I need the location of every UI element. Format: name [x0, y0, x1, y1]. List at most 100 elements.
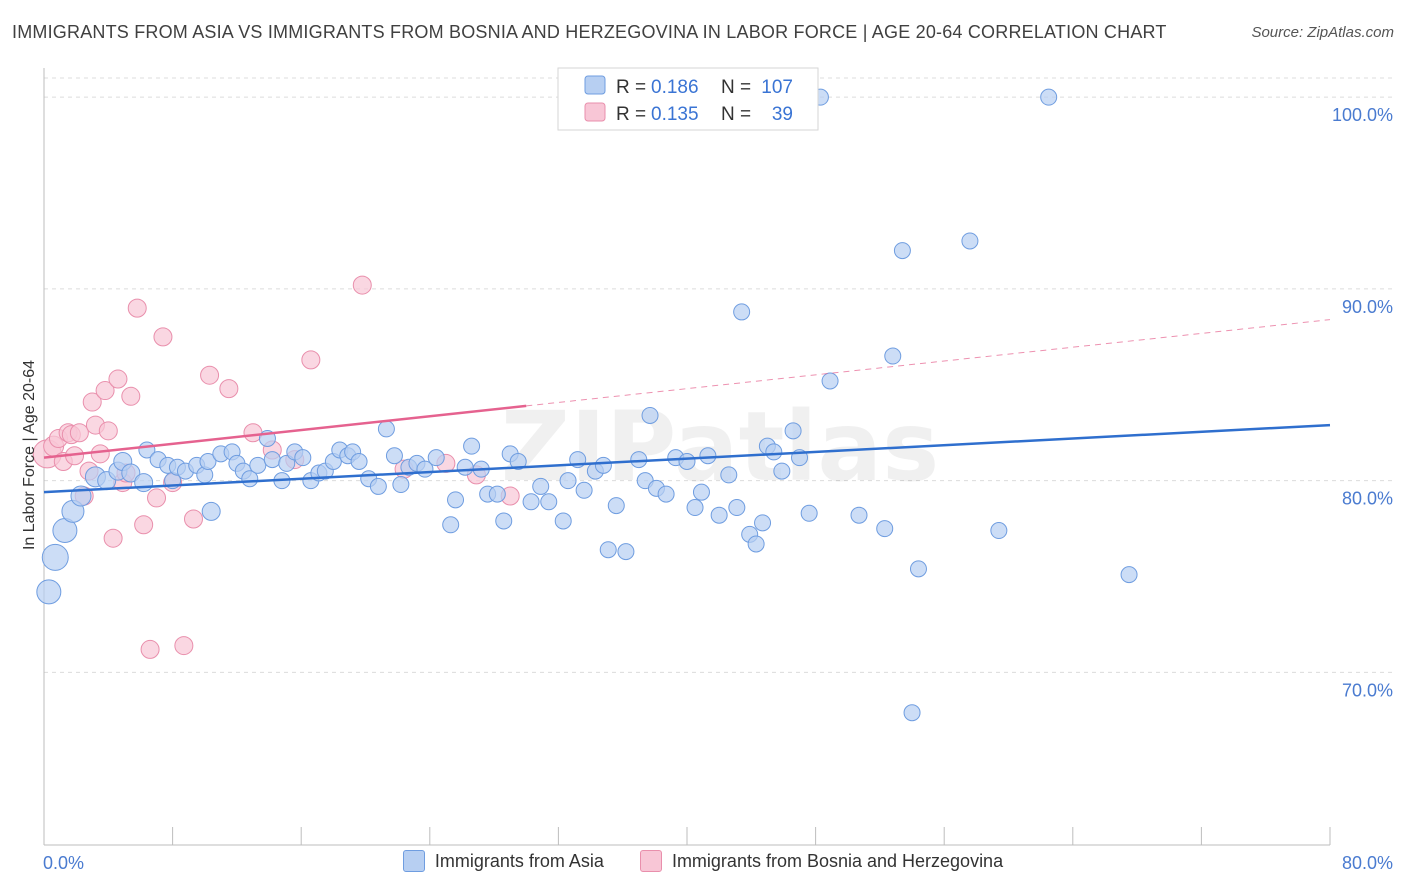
asia-point — [961, 232, 979, 250]
asia-point — [630, 451, 648, 469]
asia-point — [392, 476, 410, 494]
bosnia-point — [121, 386, 141, 406]
asia-point — [733, 303, 751, 321]
bosnia-point — [200, 365, 220, 385]
n-value-bosnia: 39 — [772, 104, 793, 125]
x-tick-min: 0.0% — [43, 853, 84, 873]
asia-point — [134, 473, 154, 493]
bosnia-point — [108, 369, 128, 389]
asia-point — [784, 422, 802, 440]
bosnia-point — [183, 509, 203, 529]
asia-point — [294, 449, 312, 467]
n-value-asia: 107 — [761, 77, 793, 98]
bosnia-point — [103, 528, 123, 548]
asia-point — [350, 453, 368, 470]
bosnia-point — [127, 298, 147, 318]
asia-point — [447, 491, 465, 509]
asia-point — [278, 454, 296, 472]
asia-point — [893, 242, 911, 260]
asia-point — [909, 560, 927, 578]
gridlines — [44, 77, 1392, 673]
bosnia-point — [147, 488, 167, 508]
bosnia-point — [90, 444, 110, 464]
bosnia-point — [352, 275, 372, 295]
asia-point — [463, 437, 481, 455]
legend-item-bosnia[interactable]: Immigrants from Bosnia and Herzegovina — [639, 850, 1004, 872]
bosnia-point — [301, 350, 321, 370]
legend-label-asia: Immigrants from Asia — [434, 850, 604, 871]
asia-point — [369, 477, 387, 495]
asia-point — [199, 453, 217, 470]
bosnia-point — [219, 379, 239, 399]
stats-legend-swatch-asia — [584, 75, 606, 95]
trendline-asia — [43, 423, 1331, 494]
y-axis-label: In Labor Force | Age 20-64 — [21, 360, 38, 550]
asia-point — [532, 477, 550, 495]
asia-point — [575, 481, 593, 499]
asia-point — [509, 453, 527, 470]
y-tick-labels: 70.0% 80.0% 90.0% 100.0% — [1332, 105, 1393, 700]
stats-legend-swatch-bosnia — [584, 102, 606, 122]
asia-point — [427, 449, 445, 467]
asia-point — [692, 483, 710, 501]
legend-label-bosnia: Immigrants from Bosnia and Herzegovina — [671, 850, 1004, 871]
asia-point — [594, 456, 612, 474]
y-tick-label: 80.0% — [1342, 489, 1393, 509]
asia-point — [876, 520, 894, 538]
x-tick-max: 80.0% — [1342, 853, 1393, 873]
n-label-asia: N = — [721, 77, 751, 98]
series-asia-points — [36, 88, 1138, 722]
asia-point — [442, 516, 460, 534]
chart-title: IMMIGRANTS FROM ASIA VS IMMIGRANTS FROM … — [12, 22, 1167, 42]
asia-point — [121, 463, 141, 483]
asia-point — [699, 447, 717, 465]
y-tick-label: 100.0% — [1332, 105, 1393, 125]
bosnia-point — [134, 515, 154, 535]
asia-point — [686, 499, 704, 517]
asia-point — [249, 456, 267, 474]
source-credit: Source: ZipAtlas.com — [1251, 24, 1394, 41]
asia-point — [903, 704, 921, 722]
asia-point — [710, 506, 728, 524]
asia-point — [641, 406, 659, 424]
asia-point — [554, 512, 572, 530]
r-label-bosnia: R = — [616, 104, 646, 125]
y-tick-label: 90.0% — [1342, 297, 1393, 317]
bosnia-point — [95, 381, 115, 401]
asia-point — [495, 512, 513, 530]
legend-swatch-bosnia — [639, 850, 662, 872]
r-label-asia: R = — [616, 77, 646, 98]
asia-point — [617, 543, 635, 561]
asia-point — [990, 522, 1008, 540]
asia-point — [599, 541, 617, 559]
bosnia-point — [82, 392, 102, 412]
asia-point — [754, 514, 772, 532]
stats-legend: R = 0.186 N = 107 R = 0.135 N = 39 — [557, 67, 819, 131]
asia-point — [821, 372, 839, 390]
legend-item-asia[interactable]: Immigrants from Asia — [402, 850, 604, 872]
asia-point — [728, 499, 746, 517]
asia-point — [765, 443, 783, 461]
asia-point — [678, 453, 696, 470]
asia-point — [720, 466, 738, 484]
bosnia-point — [140, 639, 160, 659]
series-legend: Immigrants from Asia Immigrants from Bos… — [0, 850, 1406, 872]
asia-point — [1120, 566, 1138, 584]
asia-point — [607, 497, 625, 515]
asia-point — [201, 501, 221, 521]
asia-point — [488, 485, 506, 503]
asia-point — [540, 493, 558, 511]
asia-point — [1040, 88, 1058, 106]
asia-point — [800, 504, 818, 522]
asia-point — [36, 579, 62, 605]
asia-point — [377, 420, 395, 438]
n-label-bosnia: N = — [721, 104, 751, 125]
asia-point — [773, 462, 791, 480]
asia-point — [747, 535, 765, 553]
trendline-bosnia-extension — [526, 319, 1331, 407]
asia-point — [456, 458, 474, 476]
r-value-asia: 0.186 — [651, 77, 699, 98]
bosnia-point — [69, 423, 89, 443]
bosnia-point — [174, 636, 194, 656]
